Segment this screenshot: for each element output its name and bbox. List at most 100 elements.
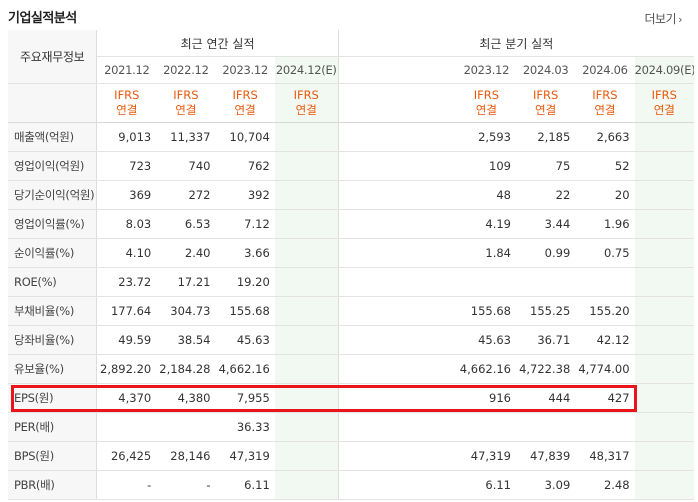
table-row: 당좌비율(%) 49.59 38.54 45.63 45.63 36.71 42.12	[8, 325, 694, 355]
quarter-value-cell: 155.68	[456, 296, 516, 326]
quarter-value-cell: 42.12	[575, 325, 635, 355]
table-row: PBR(배) - -6.11 6.11 3.09 2.48	[8, 470, 694, 500]
annual-value-cell	[274, 209, 339, 239]
annual-value-cell: 7,955	[215, 383, 275, 413]
annual-value-cell	[274, 383, 339, 413]
quarter-value-cell	[456, 267, 516, 297]
quarter-value-cell: 0.75	[575, 238, 635, 268]
empty-cell	[397, 325, 457, 355]
empty-cell	[397, 354, 457, 384]
quarter-value-cell: 444	[516, 383, 576, 413]
standard-label: IFRS 연결	[96, 83, 157, 123]
quarter-value-cell: 4,774.00	[575, 354, 635, 384]
table-row: 유보율(%) 2,892.20 2,184.28 4,662.16 4,662.16 4,…	[8, 354, 694, 384]
quarter-value-cell: 155.20	[575, 296, 635, 326]
row-label: 부채비율(%)	[8, 296, 98, 326]
financial-summary-table: 주요재무정보 최근 연간 실적 최근 분기 실적 2021.12 2022.12…	[8, 30, 694, 500]
empty-cell	[338, 412, 398, 442]
standard-row-label	[8, 83, 98, 123]
standard-label: IFRS 연결	[516, 83, 576, 123]
annual-value-cell	[156, 412, 216, 442]
empty-cell	[338, 151, 398, 181]
standard-label: IFRS 연결	[215, 83, 275, 123]
quarter-period-header: 2024.06	[575, 56, 635, 84]
empty-cell	[397, 238, 457, 268]
annual-value-cell: 4.10	[96, 238, 157, 268]
empty-cell	[397, 151, 457, 181]
annual-value-cell: 19.20	[215, 267, 275, 297]
annual-value-cell: 762	[215, 151, 275, 181]
quarter-period-header-estimate: 2024.09(E)	[634, 56, 694, 84]
annual-value-cell	[274, 441, 339, 471]
annual-value-cell: 47,319	[215, 441, 275, 471]
empty-standard-cell	[397, 83, 457, 123]
quarter-value-cell	[634, 354, 694, 384]
empty-cell	[338, 296, 398, 326]
empty-cell	[397, 209, 457, 239]
table-row: 당기순이익(억원) 369 272 392 48 22 20	[8, 180, 694, 210]
empty-cell	[397, 412, 457, 442]
annual-value-cell	[274, 354, 339, 384]
quarter-value-cell	[456, 412, 516, 442]
table-row: 영업이익(억원) 723 740 762 109 75 52	[8, 151, 694, 181]
empty-cell	[397, 441, 457, 471]
table-row: PER(배) 36.33	[8, 412, 694, 442]
row-label: 순이익률(%)	[8, 238, 98, 268]
row-label: EPS(원)	[8, 383, 98, 413]
quarter-value-cell	[575, 412, 635, 442]
row-label: PER(배)	[8, 412, 98, 442]
row-label: 영업이익(억원)	[8, 151, 98, 181]
table-row: 순이익률(%) 4.10 2.40 3.66 1.84 0.99 0.75	[8, 238, 694, 268]
annual-value-cell: 10,704	[215, 122, 275, 152]
annual-value-cell	[274, 180, 339, 210]
quarter-value-cell	[516, 267, 576, 297]
row-label: BPS(원)	[8, 441, 98, 471]
empty-standard-cell	[338, 83, 398, 123]
quarter-value-cell: 1.96	[575, 209, 635, 239]
annual-value-cell: 4,662.16	[215, 354, 275, 384]
annual-value-cell: 49.59	[96, 325, 157, 355]
annual-value-cell: 28,146	[156, 441, 216, 471]
quarter-value-cell	[634, 470, 694, 500]
annual-value-cell	[274, 122, 339, 152]
annual-value-cell: 9,013	[96, 122, 157, 152]
row-label: ROE(%)	[8, 267, 98, 297]
empty-cell	[338, 441, 398, 471]
table-row: 영업이익률(%) 8.03 6.53 7.12 4.19 3.44 1.96	[8, 209, 694, 239]
quarter-value-cell	[634, 296, 694, 326]
empty-cell	[397, 296, 457, 326]
empty-cell	[338, 180, 398, 210]
table-body: 매출액(억원) 9,013 11,337 10,704 2,593 2,185 2,663 영…	[8, 122, 694, 500]
annual-period-header: 2022.12	[156, 56, 216, 84]
quarter-value-cell	[634, 209, 694, 239]
corner-label: 주요재무정보	[8, 30, 98, 84]
chevron-right-icon: ›	[678, 13, 682, 26]
annual-value-cell: 26,425	[96, 441, 157, 471]
annual-value-cell	[274, 412, 339, 442]
section-header: 기업실적분석 더보기 ›	[0, 0, 698, 30]
more-label: 더보기	[644, 12, 677, 26]
quarter-value-cell: 6.11	[456, 470, 516, 500]
annual-value-cell: 4,380	[156, 383, 216, 413]
quarter-value-cell: 75	[516, 151, 576, 181]
annual-value-cell: 740	[156, 151, 216, 181]
annual-value-cell: 7.12	[215, 209, 275, 239]
quarter-value-cell	[634, 180, 694, 210]
quarter-value-cell: 3.09	[516, 470, 576, 500]
more-link[interactable]: 더보기 ›	[644, 10, 682, 27]
quarter-value-cell: 427	[575, 383, 635, 413]
row-label: PBR(배)	[8, 470, 98, 500]
quarter-value-cell: 1.84	[456, 238, 516, 268]
annual-value-cell	[274, 238, 339, 268]
annual-value-cell: 2,184.28	[156, 354, 216, 384]
row-label: 영업이익률(%)	[8, 209, 98, 239]
quarter-value-cell: 2,185	[516, 122, 576, 152]
quarter-value-cell	[516, 412, 576, 442]
standard-label: IFRS 연결	[634, 83, 694, 123]
empty-column-header	[397, 56, 457, 84]
quarter-value-cell: 4.19	[456, 209, 516, 239]
quarter-value-cell	[575, 267, 635, 297]
annual-value-cell: 369	[96, 180, 157, 210]
quarter-value-cell: 2,663	[575, 122, 635, 152]
table-row: 매출액(억원) 9,013 11,337 10,704 2,593 2,185 2,663	[8, 122, 694, 152]
